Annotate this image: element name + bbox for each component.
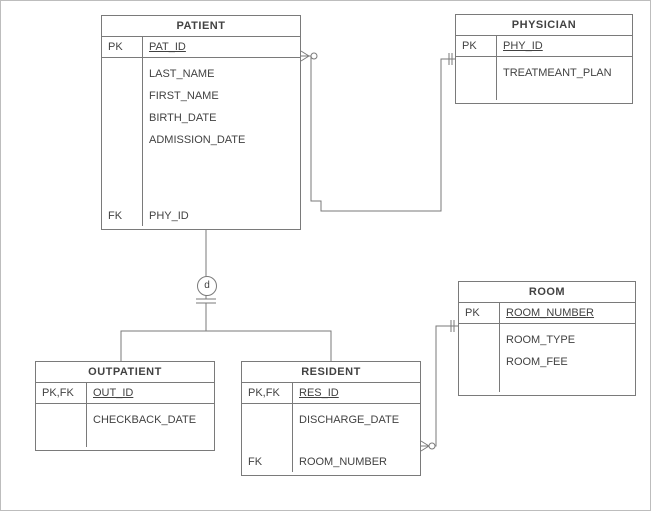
ring-icon [429,443,435,449]
attr: DISCHARGE_DATE [299,414,399,426]
crowfoot-icon [301,51,309,61]
pk-attr: PHY_ID [497,36,632,57]
fk-label: FK [242,452,292,472]
entity-physician: PHYSICIAN PK PHY_ID TREATMEANT_PLAN [455,14,633,104]
edge-resident-room [421,326,458,446]
fk-attr: PHY_ID [143,206,300,226]
entity-title: OUTPATIENT [36,362,214,383]
entity-outpatient: OUTPATIENT PK,FK OUT_ID CHECKBACK_DATE [35,361,215,451]
attr: ROOM_TYPE [506,334,629,346]
attr: CHECKBACK_DATE [93,414,196,426]
disjoint-icon: d [197,276,217,296]
attr: LAST_NAME [149,68,294,80]
pk-attr: OUT_ID [87,383,214,404]
edge-inheritance-resident [206,303,331,361]
entity-title: RESIDENT [242,362,420,383]
bar-icon [451,320,454,332]
entity-title: ROOM [459,282,635,303]
entity-resident: RESIDENT PK,FK FK RES_ID DISCHARGE_DATE … [241,361,421,476]
pk-attr: ROOM_NUMBER [500,303,635,324]
double-bar-icon [196,299,216,303]
edge-patient-physician [301,56,455,211]
er-diagram-canvas: PATIENT PK FK PAT_ID LAST_NAME FIRST_NAM… [0,0,651,511]
crowfoot-icon [421,441,429,451]
pkfk-header: PK,FK [36,383,86,404]
key-header: PK [459,303,499,324]
pkfk-header: PK,FK [242,383,292,404]
attr: BIRTH_DATE [149,112,294,124]
pk-attr: RES_ID [293,383,420,404]
pk-attr: PAT_ID [143,37,300,58]
entity-patient: PATIENT PK FK PAT_ID LAST_NAME FIRST_NAM… [101,15,301,230]
key-header: PK [102,37,142,58]
edge-inheritance-outpatient [121,303,206,361]
entity-title: PHYSICIAN [456,15,632,36]
fk-label: FK [102,206,142,226]
attr: FIRST_NAME [149,90,294,102]
entity-room: ROOM PK ROOM_NUMBER ROOM_TYPE ROOM_FEE [458,281,636,396]
entity-title: PATIENT [102,16,300,37]
ring-icon [311,53,317,59]
bar-icon [449,53,452,65]
attr: ROOM_FEE [506,356,629,368]
key-header: PK [456,36,496,57]
attr: TREATMEANT_PLAN [503,67,612,79]
attr: ADMISSION_DATE [149,134,294,146]
fk-attr: ROOM_NUMBER [293,452,420,472]
